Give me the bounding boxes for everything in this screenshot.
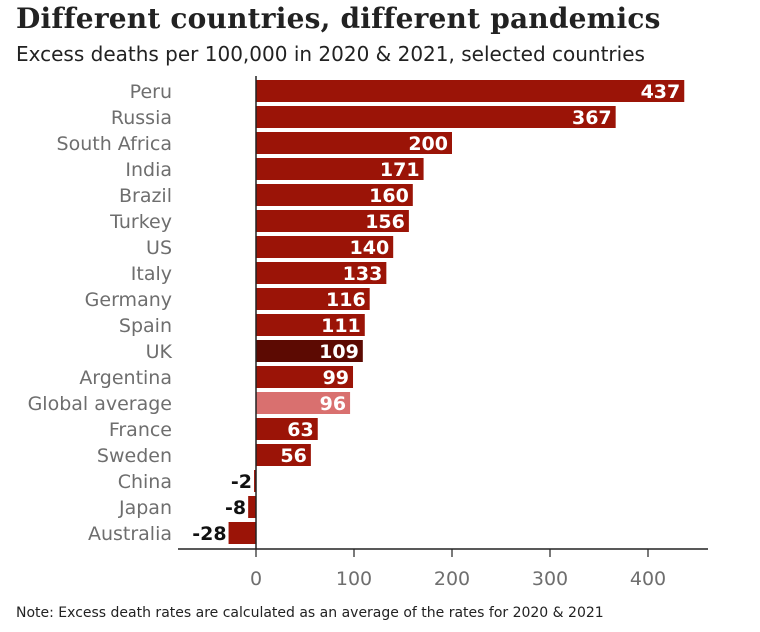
- data-label-spain: 111: [321, 315, 361, 337]
- data-label-germany: 116: [326, 289, 366, 311]
- bar-uk: [256, 340, 363, 362]
- data-label-italy: 133: [343, 263, 383, 285]
- data-label-japan: -8: [225, 497, 246, 519]
- bar-germany: [256, 288, 370, 310]
- data-label-south-africa: 200: [408, 133, 448, 155]
- bar-india: [256, 158, 424, 180]
- data-label-us: 140: [350, 237, 390, 259]
- data-label-china: -2: [231, 471, 252, 493]
- bar-chart: Peru 437 Russia 367 South Africa 200 India 171 B…: [28, 76, 708, 590]
- x-tick-label-100: 100: [336, 568, 372, 590]
- bar-south-africa: [256, 132, 452, 154]
- x-tick-label-0: 0: [250, 568, 262, 590]
- bar-brazil: [256, 184, 413, 206]
- bar-turkey: [256, 210, 409, 232]
- category-label-sweden: Sweden: [97, 445, 172, 467]
- bar-japan: [248, 496, 256, 518]
- bar-australia: [228, 522, 256, 544]
- chart-title: Different countries, different pandemics: [16, 2, 661, 35]
- category-label-germany: Germany: [85, 289, 172, 311]
- data-label-brazil: 160: [369, 185, 409, 207]
- data-label-france: 63: [287, 419, 313, 441]
- bar-sweden: [256, 444, 311, 466]
- chart-subtitle: Excess deaths per 100,000 in 2020 & 2021…: [16, 42, 645, 66]
- footnote: Note: Excess death rates are calculated …: [16, 605, 604, 621]
- data-label-uk: 109: [319, 341, 359, 363]
- category-label-global-average: Global average: [28, 393, 172, 415]
- category-label-turkey: Turkey: [109, 211, 172, 233]
- x-tick-label-400: 400: [630, 568, 666, 590]
- bar-global-average: [256, 392, 351, 414]
- bar-argentina: [256, 366, 354, 388]
- bar-china: [254, 470, 256, 492]
- data-label-turkey: 156: [365, 211, 405, 233]
- category-label-china: China: [118, 471, 172, 493]
- category-label-south-africa: South Africa: [57, 133, 172, 155]
- category-label-brazil: Brazil: [119, 185, 172, 207]
- bar-france: [256, 418, 318, 440]
- data-label-sweden: 56: [280, 445, 306, 467]
- data-label-peru: 437: [641, 81, 681, 103]
- bar-us: [256, 236, 394, 258]
- x-tick-label-200: 200: [434, 568, 470, 590]
- bar-russia: [256, 106, 616, 128]
- category-label-us: US: [146, 237, 172, 259]
- bar-spain: [256, 314, 365, 336]
- category-label-italy: Italy: [131, 263, 172, 285]
- bar-italy: [256, 262, 387, 284]
- bar-peru: [256, 80, 685, 102]
- category-label-uk: UK: [146, 341, 173, 363]
- category-label-india: India: [125, 159, 172, 181]
- data-label-australia: -28: [192, 523, 226, 545]
- category-label-france: France: [109, 419, 172, 441]
- data-label-india: 171: [380, 159, 420, 181]
- x-tick-label-300: 300: [532, 568, 568, 590]
- category-label-japan: Japan: [118, 497, 172, 519]
- category-label-russia: Russia: [111, 107, 172, 129]
- category-label-spain: Spain: [119, 315, 172, 337]
- category-label-australia: Australia: [88, 523, 172, 545]
- data-label-argentina: 99: [323, 367, 349, 389]
- category-label-peru: Peru: [130, 81, 172, 103]
- data-label-russia: 367: [572, 107, 612, 129]
- data-label-global-average: 96: [320, 393, 346, 415]
- category-label-argentina: Argentina: [79, 367, 172, 389]
